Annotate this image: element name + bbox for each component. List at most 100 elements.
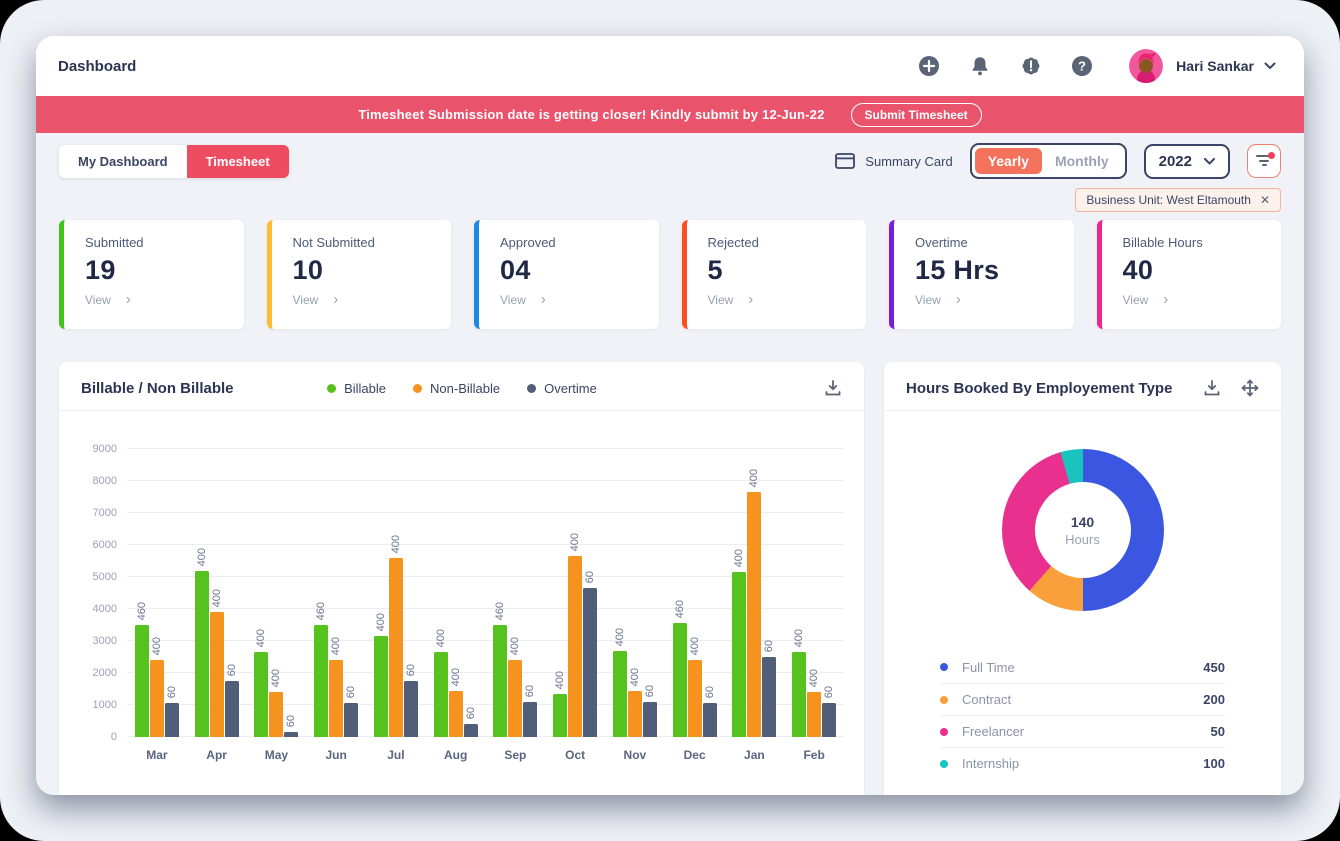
bar-overtime [822,703,837,737]
card-value: 10 [292,255,324,285]
bar-value-label: 400 [509,636,522,655]
card-submitted: Submitted 19 View › [59,220,244,329]
barwrap: 400 [553,449,568,737]
move-drag-icon[interactable] [1241,379,1259,397]
bar-value-label: 400 [688,636,701,655]
card-value: 5 [707,255,723,285]
download-icon[interactable] [824,379,842,397]
legend-row-freelancer: Freelancer 50 [940,715,1225,747]
period-toggle: Yearly Monthly [969,143,1127,179]
summary-card-label: Summary Card [865,153,953,169]
legend-row-full-time: Full Time 450 [940,651,1225,683]
help-icon[interactable]: ? [1071,55,1093,77]
card-view-link[interactable]: View › [1122,291,1169,308]
barwrap: 400 [329,449,344,737]
bar-value-label: 400 [150,636,163,655]
bar-non-billable [508,660,523,737]
period-monthly-button[interactable]: Monthly [1054,153,1109,169]
billable-chart-header: Billable / Non Billable Billable Non-Bil… [59,362,864,411]
gridline [127,704,844,705]
hours-by-type-actions [1203,379,1259,397]
bar-overtime [463,724,478,737]
submit-timesheet-button[interactable]: Submit Timesheet [850,102,982,127]
summary-card-toggle[interactable]: Summary Card [835,153,953,169]
chevron-right-icon: › [748,291,754,308]
barwrap: 400 [433,449,448,737]
hours-by-type-header: Hours Booked By Employement Type [884,362,1281,411]
card-title: Billable Hours [1122,235,1203,250]
year-chevron-down-icon [1204,157,1215,165]
barwrap: 400 [612,449,627,737]
banner-message: Timesheet Submission date is getting clo… [358,107,825,122]
bar-chart-body: 0 1000 2000 3000 4000 5000 6000 7000 8000 9000 460… [59,411,864,743]
card-rejected: Rejected 5 View › [681,220,866,329]
bar-value-label: 60 [285,714,298,727]
barwrap: 400 [373,449,388,737]
add-icon[interactable] [918,55,940,77]
user-avatar[interactable] [1129,49,1164,83]
card-view-link[interactable]: View › [85,291,131,308]
bar-group-may: 400 400 60 [247,449,307,737]
barwrap: 400 [732,449,747,737]
card-value: 40 [1122,255,1154,285]
tab-timesheet[interactable]: Timesheet [186,144,289,178]
bar-group-jun: 460 400 60 [306,449,366,737]
card-view-link[interactable]: View › [292,291,339,308]
barwrap: 60 [164,449,179,737]
notifications-bell-icon[interactable] [969,55,991,77]
bar-value-label: 400 [255,628,268,647]
donut-chart-wrap: 140 Hours [884,411,1281,611]
barwrap: 400 [254,449,269,737]
bar-value-label: 60 [404,663,417,676]
user-menu-chevron-down-icon[interactable] [1264,62,1276,70]
x-axis-tick-label: Oct [565,748,586,762]
x-axis-tick-label: Aug [443,748,468,762]
tab-my-dashboard[interactable]: My Dashboard [59,144,187,178]
download-icon[interactable] [1203,379,1221,397]
barwrap: 400 [568,449,583,737]
x-axis-tick-label: Jul [387,748,405,762]
bar-group-aug: 400 400 60 [426,449,486,737]
bar-value-label: 400 [748,468,761,487]
barwrap: 60 [463,449,478,737]
legend-row-contract: Contract 200 [940,683,1225,715]
card-view-link[interactable]: View › [500,291,546,308]
bar-group-jul: 400 400 60 [366,449,426,737]
x-axis-tick-label: Jan [744,748,765,762]
bar-value-label: 400 [434,628,447,647]
gridline [127,448,844,449]
year-dropdown[interactable]: 2022 [1143,143,1230,179]
x-axis-tick-label: Nov [623,748,647,762]
bar-non-billable [149,660,164,737]
bar-billable [314,625,329,737]
legend-dot [940,759,948,768]
bar-non-billable [807,692,822,737]
period-yearly-button[interactable]: Yearly [974,148,1042,174]
card-title: Overtime [915,235,968,250]
bar-value-label: 460 [494,601,507,620]
bar-value-label: 400 [793,628,806,647]
bar-billable [433,652,448,737]
billable-chart-title: Billable / Non Billable [81,379,234,397]
bar-overtime [702,703,717,737]
y-axis-tick-label: 1000 [92,699,117,711]
y-axis-tick-label: 9000 [92,443,117,455]
bar-non-billable [329,660,344,737]
card-view-link[interactable]: View › [915,291,961,308]
filter-button[interactable] [1247,144,1281,178]
bar-group-apr: 400 400 60 [187,449,247,737]
user-name[interactable]: Hari Sankar [1176,58,1254,74]
card-billable-hours: Billable Hours 40 View › [1096,220,1281,329]
legend-item-billable: Billable [327,381,386,396]
bar-overtime [344,703,359,737]
alerts-badge-icon[interactable] [1020,55,1042,77]
bar-overtime [583,588,598,737]
chip-close-icon[interactable]: ✕ [1259,193,1270,207]
barwrap: 460 [672,449,687,737]
card-view-link[interactable]: View › [707,291,754,308]
card-approved: Approved 04 View › [474,220,659,329]
barwrap: 400 [209,449,224,737]
gridline [127,672,844,673]
bar-non-billable [627,691,642,737]
